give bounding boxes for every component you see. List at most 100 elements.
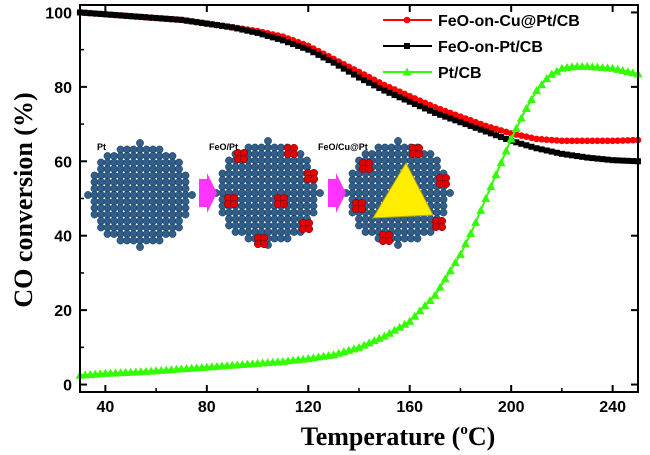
feo-clusters-2	[351, 143, 451, 246]
nanoparticle-inset: Pt FeO/Pt FeO/Cu@Pt	[84, 137, 454, 251]
series-point-1	[213, 22, 220, 29]
series-point-0	[406, 92, 414, 100]
series-point-0	[447, 109, 454, 117]
series-point-1	[609, 157, 616, 164]
series-point-2	[395, 322, 405, 331]
series-point-2	[537, 80, 547, 89]
series-point-2	[496, 158, 506, 167]
series-point-2	[511, 124, 521, 133]
series-point-1	[442, 113, 449, 120]
y-tick-label: 40	[54, 229, 72, 246]
series-point-2	[455, 249, 465, 258]
series-point-1	[421, 105, 428, 112]
series-point-1	[619, 157, 626, 164]
series-point-2	[476, 205, 486, 214]
series-point-1	[188, 18, 195, 25]
series-point-0	[375, 79, 383, 86]
series-point-1	[361, 77, 368, 84]
series-point-0	[421, 99, 429, 107]
series-point-2	[613, 64, 623, 73]
series-point-0	[518, 132, 525, 139]
series-point-1	[335, 62, 342, 69]
series-point-1	[406, 98, 413, 105]
transform-arrow-2	[328, 173, 346, 213]
series-point-1	[356, 74, 362, 81]
series-point-0	[533, 135, 540, 143]
series-point-2	[379, 331, 389, 340]
series-point-1	[548, 148, 555, 155]
series-point-1	[589, 155, 596, 162]
series-point-2	[491, 170, 501, 179]
series-point-0	[431, 104, 439, 111]
series-point-0	[578, 137, 586, 145]
series-point-2	[521, 103, 531, 112]
series-point-1	[310, 49, 317, 56]
series-point-2	[526, 95, 536, 104]
legend-marker	[402, 67, 412, 76]
series-point-2	[405, 316, 415, 325]
series-point-1	[208, 21, 215, 28]
series-point-2	[410, 311, 420, 320]
series-point-0	[472, 118, 479, 126]
series-point-0	[396, 88, 403, 96]
series-point-1	[112, 12, 119, 19]
series-point-1	[345, 68, 352, 75]
series-point-1	[300, 44, 307, 51]
series-point-1	[193, 19, 200, 26]
series-point-1	[594, 155, 601, 162]
series-point-0	[441, 107, 449, 115]
series-point-1	[163, 15, 170, 22]
series-point-0	[452, 111, 459, 119]
series-point-1	[198, 19, 205, 26]
series-point-1	[432, 109, 439, 116]
series-point-2	[390, 325, 400, 334]
series-point-2	[400, 319, 410, 328]
series-point-1	[219, 22, 226, 29]
series-point-2	[445, 266, 455, 275]
series-point-2	[542, 74, 552, 83]
legend-label: FeO-on-Cu@Pt/CB	[438, 13, 580, 30]
series-2	[75, 61, 643, 379]
series-point-2	[628, 68, 638, 77]
series-point-1	[533, 145, 540, 152]
series-point-1	[234, 25, 241, 32]
series-point-0	[568, 137, 576, 145]
series-point-2	[425, 295, 435, 304]
series-point-1	[579, 153, 586, 160]
series-point-0	[528, 134, 535, 142]
series-point-0	[365, 73, 373, 81]
inset-label-0: Pt	[97, 142, 106, 152]
x-tick-label: 80	[198, 399, 216, 416]
x-axis-title-main: Temperature (	[301, 422, 461, 451]
series-point-2	[552, 66, 562, 75]
y-tick-label: 80	[54, 80, 72, 97]
series-point-0	[345, 63, 353, 71]
series-point-1	[249, 28, 256, 35]
series-point-0	[477, 120, 485, 128]
series-point-1	[523, 142, 530, 149]
series-point-1	[457, 119, 464, 126]
series-point-0	[462, 115, 469, 122]
series-point-0	[497, 127, 505, 134]
series-point-0	[604, 137, 611, 145]
series-point-1	[396, 94, 403, 101]
series-point-1	[183, 17, 190, 24]
series-point-0	[619, 137, 627, 144]
series-point-1	[173, 16, 180, 23]
series-point-1	[305, 46, 312, 53]
series-point-1	[467, 122, 474, 129]
series-point-1	[386, 89, 393, 96]
series-point-1	[411, 100, 418, 107]
series-point-2	[450, 258, 460, 267]
x-axis-title-unit: C)	[468, 422, 495, 451]
series-point-1	[416, 103, 423, 110]
y-tick-label: 60	[54, 154, 72, 171]
series-point-0	[426, 101, 434, 109]
series-point-0	[629, 136, 637, 144]
series-point-0	[457, 113, 464, 120]
series-point-2	[486, 182, 496, 191]
series-point-1	[401, 96, 408, 103]
series-point-0	[487, 124, 495, 131]
series-point-1	[168, 16, 175, 23]
series-point-1	[376, 84, 383, 91]
